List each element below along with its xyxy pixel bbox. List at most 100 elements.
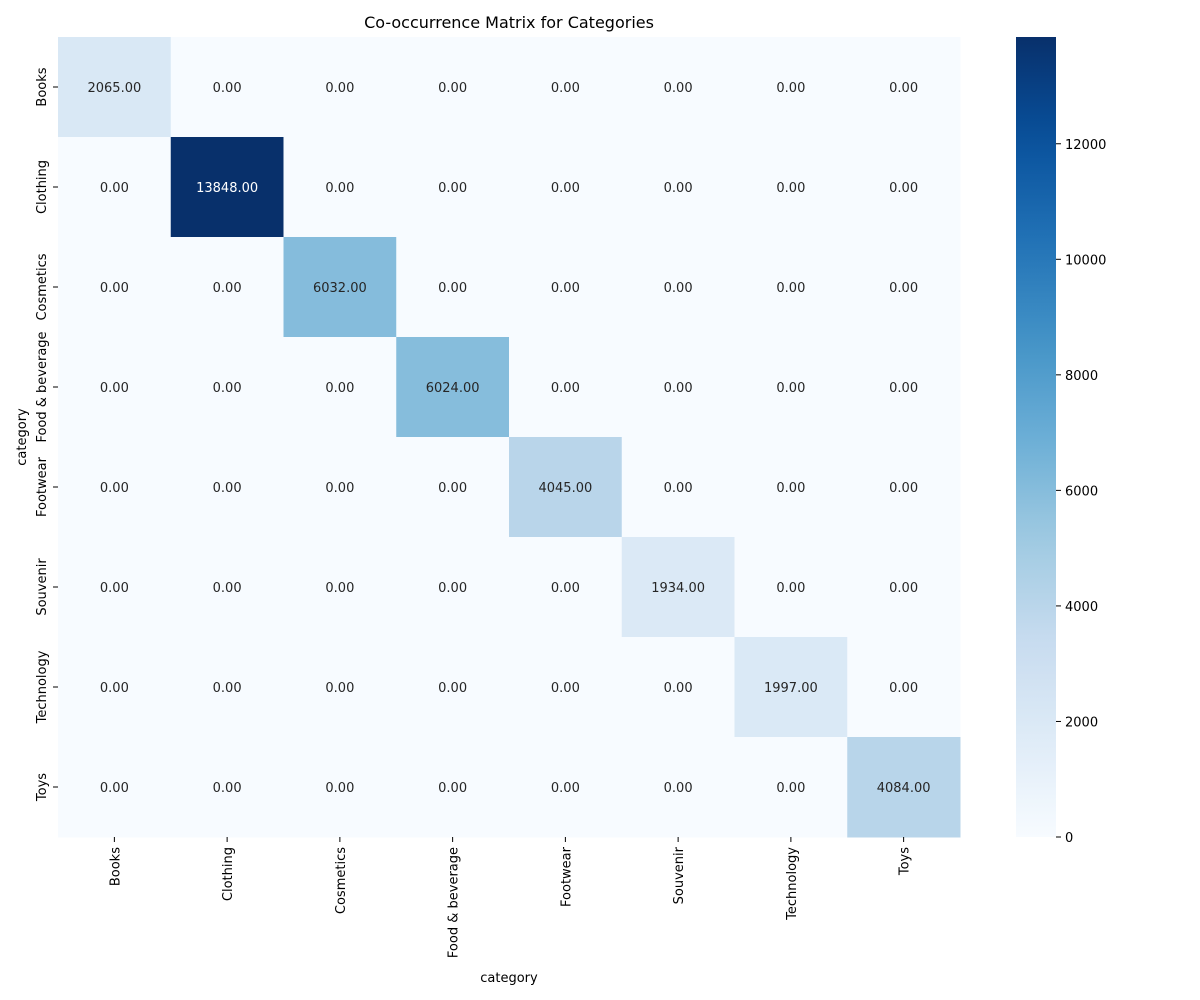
cell-value-label: 0.00 [213, 581, 242, 596]
cell-value-label: 0.00 [889, 181, 918, 196]
heatmap-cell [396, 737, 510, 838]
cell-value-label: 0.00 [776, 481, 805, 496]
x-tick-label: Clothing [221, 847, 236, 901]
cell-value-label: 0.00 [100, 281, 129, 296]
y-axis: Books Clothing Cosmetics Food & beverage Foo… [35, 67, 58, 802]
cell-value-label: 13848.00 [196, 181, 258, 196]
heatmap-cell [734, 337, 848, 438]
heatmap-cell [396, 37, 510, 138]
x-axis: Books Clothing Cosmetics Food & beverage Foo… [108, 837, 913, 958]
heatmap-cell [283, 37, 397, 138]
cell-value-label: 0.00 [664, 181, 693, 196]
heatmap-cell [170, 437, 284, 538]
colorbar-tick-label: 8000 [1065, 369, 1098, 384]
heatmap-cell [847, 237, 961, 338]
x-tick-label: Toys [898, 847, 913, 876]
y-tick-label: Books [35, 67, 50, 106]
heatmap-cell [58, 537, 172, 638]
colorbar-tick-label: 6000 [1065, 484, 1098, 499]
cell-value-label: 0.00 [889, 281, 918, 296]
cell-value-labels: 2065.00 0.00 0.00 0.00 0.00 0.00 0.00 0.00 0.00 1… [87, 81, 930, 796]
heatmap-cell [396, 137, 510, 238]
cell-value-label: 0.00 [213, 781, 242, 796]
heatmap-cell [170, 537, 284, 638]
heatmap-cell [621, 537, 735, 638]
cell-value-label: 0.00 [438, 581, 467, 596]
heatmap-cell [170, 737, 284, 838]
heatmap-cell [170, 237, 284, 338]
heatmap-cell [170, 337, 284, 438]
colorbar-tick-label: 2000 [1065, 715, 1098, 730]
cell-value-label: 0.00 [325, 581, 354, 596]
heatmap-cell [58, 637, 172, 738]
heatmap-cell [509, 537, 623, 638]
cell-value-label: 0.00 [889, 381, 918, 396]
cell-value-label: 0.00 [325, 81, 354, 96]
heatmap-cell [734, 737, 848, 838]
cell-value-label: 1934.00 [651, 581, 705, 596]
cell-value-label: 0.00 [551, 581, 580, 596]
cell-value-label: 0.00 [100, 681, 129, 696]
heatmap-cell [734, 37, 848, 138]
heatmap-cell [509, 237, 623, 338]
colorbar-tick-label: 10000 [1065, 253, 1106, 268]
heatmap-cell [170, 137, 284, 238]
cell-value-label: 0.00 [889, 581, 918, 596]
heatmap-cell [283, 637, 397, 738]
cell-value-label: 0.00 [664, 81, 693, 96]
cell-value-label: 0.00 [438, 281, 467, 296]
cell-value-label: 0.00 [664, 681, 693, 696]
heatmap-cell [847, 137, 961, 238]
colorbar-tick-label: 12000 [1065, 138, 1106, 153]
heatmap-cell [58, 237, 172, 338]
heatmap-cell [170, 637, 284, 738]
x-tick-label: Food & beverage [447, 847, 462, 958]
cell-value-label: 0.00 [325, 781, 354, 796]
heatmap-cell [396, 337, 510, 438]
cell-value-label: 4045.00 [538, 481, 592, 496]
cell-value-label: 0.00 [664, 281, 693, 296]
cell-value-label: 0.00 [889, 681, 918, 696]
heatmap-cell [734, 437, 848, 538]
heatmap-cell [847, 337, 961, 438]
y-tick-label: Food & beverage [35, 331, 50, 442]
heatmap-cell [396, 537, 510, 638]
heatmap-cell [283, 537, 397, 638]
heatmap-cell [509, 337, 623, 438]
cell-value-label: 0.00 [438, 181, 467, 196]
heatmap-cell [396, 637, 510, 738]
heatmap-cell [621, 137, 735, 238]
y-tick-label: Technology [35, 650, 50, 724]
x-tick-label: Technology [785, 847, 800, 921]
cell-value-label: 1997.00 [764, 681, 818, 696]
x-axis-label: category [480, 971, 538, 986]
cell-value-label: 0.00 [438, 681, 467, 696]
cell-value-label: 6032.00 [313, 281, 367, 296]
heatmap-cell [847, 437, 961, 538]
cell-value-label: 0.00 [438, 81, 467, 96]
colorbar: 0 2000 4000 6000 8000 10000 12000 [1016, 37, 1106, 846]
cell-value-label: 0.00 [664, 481, 693, 496]
heatmap-cell [621, 237, 735, 338]
heatmap-cell [621, 337, 735, 438]
cell-value-label: 0.00 [438, 781, 467, 796]
cell-value-label: 0.00 [889, 81, 918, 96]
y-tick-label: Clothing [35, 160, 50, 214]
cell-value-label: 0.00 [664, 381, 693, 396]
heatmap-cell [621, 637, 735, 738]
x-tick-label: Books [108, 847, 123, 886]
heatmap-cell [509, 637, 623, 738]
cell-value-label: 0.00 [664, 781, 693, 796]
heatmap-cell [847, 737, 961, 838]
heatmap-cell [58, 137, 172, 238]
heatmap-cell [396, 237, 510, 338]
heatmap-cell [847, 637, 961, 738]
heatmap-cell [283, 137, 397, 238]
cell-value-label: 0.00 [325, 481, 354, 496]
x-tick-label: Footwear [559, 846, 574, 907]
colorbar-tick-label: 0 [1065, 831, 1073, 846]
y-tick-label: Toys [35, 773, 50, 802]
cell-value-label: 0.00 [325, 181, 354, 196]
heatmap-cells [58, 37, 961, 838]
cell-value-label: 0.00 [213, 281, 242, 296]
